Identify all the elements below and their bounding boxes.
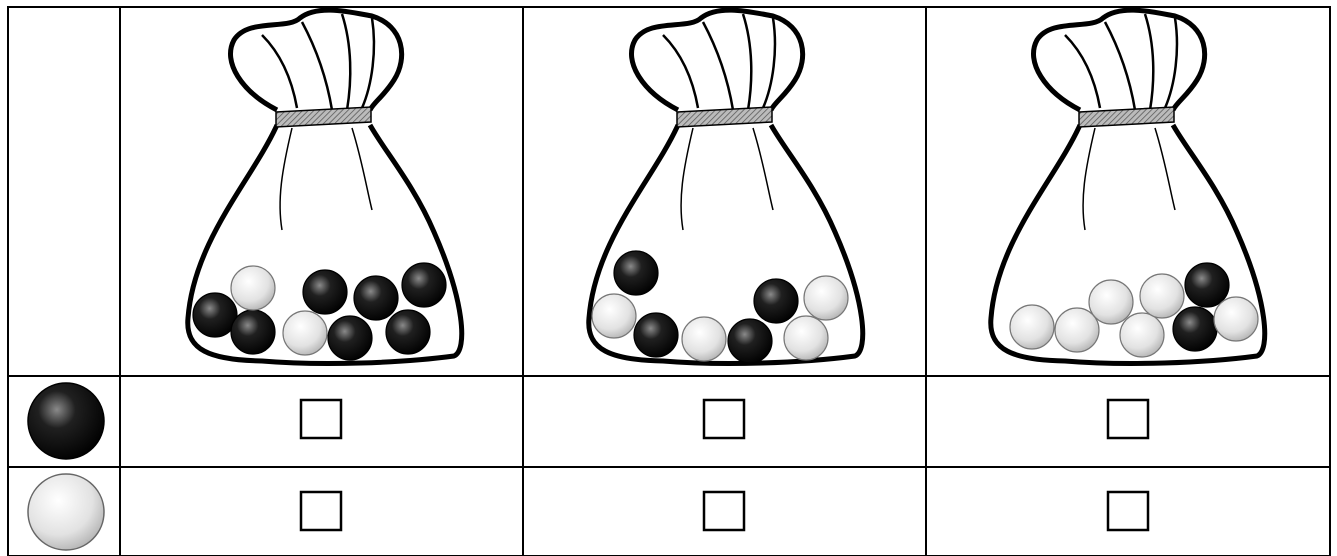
black-marble <box>753 278 799 324</box>
black-marble <box>401 262 447 308</box>
checkbox[interactable] <box>299 398 343 440</box>
white-marble <box>783 315 829 361</box>
checkbox[interactable] <box>702 398 746 440</box>
grid <box>7 6 1331 556</box>
white-marble <box>1119 312 1165 358</box>
white-marble <box>1213 296 1259 342</box>
white-marble <box>1088 279 1134 325</box>
white-marbles <box>1009 273 1259 358</box>
white-marble <box>282 310 328 356</box>
white-marble <box>591 293 637 339</box>
black-marble <box>633 312 679 358</box>
black-marble <box>353 275 399 321</box>
white-marble <box>230 265 276 311</box>
black-marble <box>230 309 276 355</box>
black-marble <box>727 318 773 364</box>
bag <box>991 10 1265 363</box>
black-marble-icon <box>27 382 105 460</box>
white-marble <box>803 275 849 321</box>
black-marble <box>192 292 238 338</box>
black-marble <box>385 309 431 355</box>
checkbox[interactable] <box>702 490 746 532</box>
black-marble <box>302 269 348 315</box>
white-marbles <box>591 275 849 362</box>
black-marble <box>327 315 373 361</box>
white-marble <box>681 316 727 362</box>
checkbox[interactable] <box>1106 398 1150 440</box>
black-marbles <box>192 262 447 361</box>
black-marbles <box>1172 262 1230 352</box>
black-marble <box>613 250 659 296</box>
checkbox[interactable] <box>1106 490 1150 532</box>
white-marble <box>1139 273 1185 319</box>
bag <box>188 10 462 363</box>
checkboxes[interactable] <box>299 398 1150 532</box>
white-marbles <box>230 265 328 356</box>
white-marble <box>1054 307 1100 353</box>
black-marble <box>1172 306 1218 352</box>
checkbox[interactable] <box>299 490 343 532</box>
black-marble <box>1184 262 1230 308</box>
bag <box>589 10 863 363</box>
white-marble-icon <box>27 473 105 551</box>
black-marbles <box>613 250 799 364</box>
white-marble <box>1009 304 1055 350</box>
